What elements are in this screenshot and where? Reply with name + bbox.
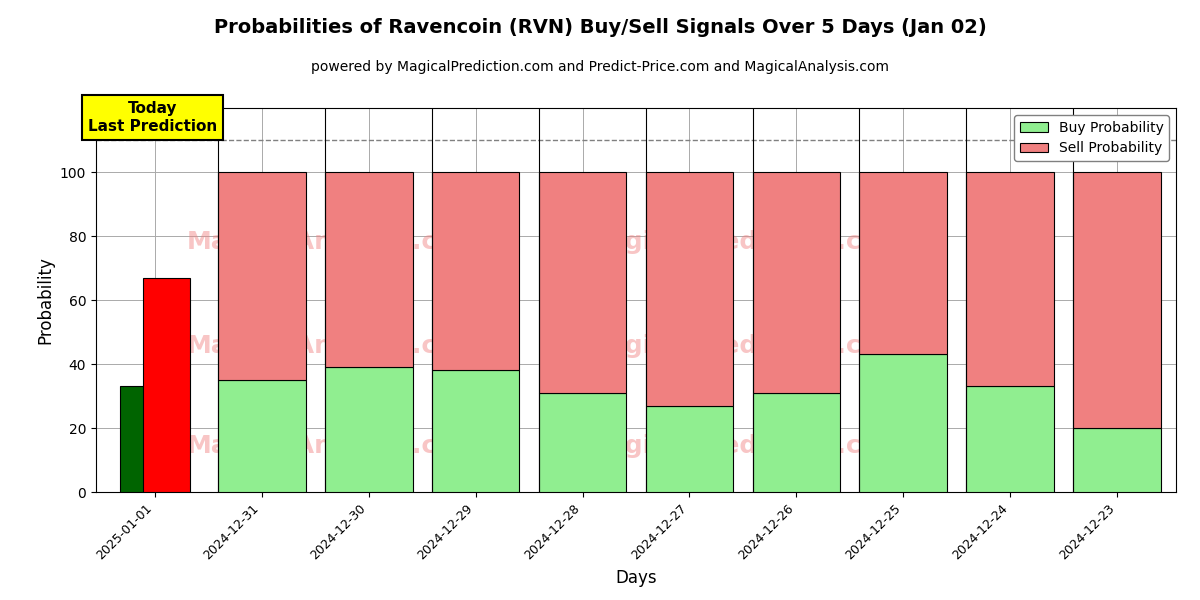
Bar [859, 355, 947, 492]
Bar [539, 172, 626, 393]
Bar [143, 278, 190, 492]
Text: MagicalAnalysis.com: MagicalAnalysis.com [187, 230, 480, 254]
Bar [752, 393, 840, 492]
Text: MagicalPrediction.com: MagicalPrediction.com [583, 434, 905, 458]
Text: Probabilities of Ravencoin (RVN) Buy/Sell Signals Over 5 Days (Jan 02): Probabilities of Ravencoin (RVN) Buy/Sel… [214, 18, 986, 37]
Bar [966, 172, 1054, 386]
Bar [218, 172, 306, 380]
Text: Today
Last Prediction: Today Last Prediction [88, 101, 217, 134]
Text: MagicalPrediction.com: MagicalPrediction.com [583, 334, 905, 358]
Bar [1073, 172, 1162, 428]
Bar [218, 380, 306, 492]
Bar [1073, 428, 1162, 492]
Text: MagicalAnalysis.com: MagicalAnalysis.com [187, 434, 480, 458]
Text: powered by MagicalPrediction.com and Predict-Price.com and MagicalAnalysis.com: powered by MagicalPrediction.com and Pre… [311, 60, 889, 74]
Bar [859, 172, 947, 355]
Bar [325, 172, 413, 367]
Bar [432, 370, 520, 492]
Bar [120, 386, 167, 492]
Text: MagicalPrediction.com: MagicalPrediction.com [583, 230, 905, 254]
X-axis label: Days: Days [616, 569, 656, 587]
Bar [646, 172, 733, 406]
Legend: Buy Probability, Sell Probability: Buy Probability, Sell Probability [1014, 115, 1169, 161]
Bar [325, 367, 413, 492]
Bar [539, 393, 626, 492]
Bar [966, 386, 1054, 492]
Text: MagicalAnalysis.com: MagicalAnalysis.com [187, 334, 480, 358]
Y-axis label: Probability: Probability [36, 256, 54, 344]
Bar [646, 406, 733, 492]
Bar [752, 172, 840, 393]
Bar [432, 172, 520, 370]
